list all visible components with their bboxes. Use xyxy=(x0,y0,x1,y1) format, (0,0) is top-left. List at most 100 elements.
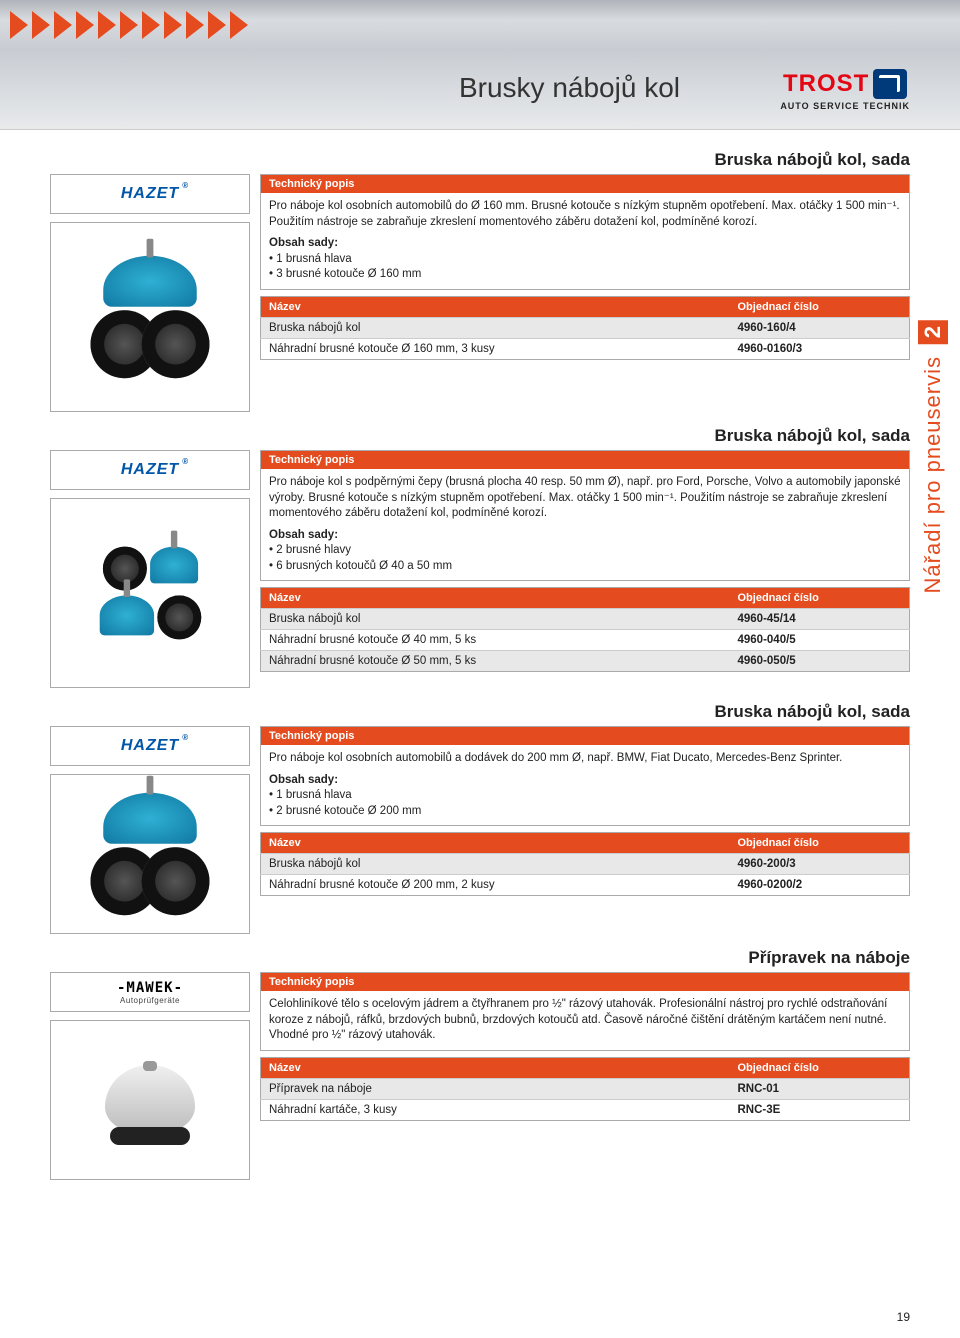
cell-name: Bruska nábojů kol xyxy=(261,317,730,338)
cell-name: Náhradní brusné kotouče Ø 200 mm, 2 kusy xyxy=(261,875,730,896)
col-name: Název xyxy=(261,833,730,854)
logo-mark-icon xyxy=(873,69,907,99)
table-row: Náhradní kartáče, 3 kusyRNC-3E xyxy=(261,1099,910,1120)
product-image xyxy=(50,498,250,688)
contents-label: Obsah sady: xyxy=(269,773,901,789)
hazet-logo: HAZET xyxy=(121,185,179,203)
product-image xyxy=(50,222,250,412)
section-title: Bruska nábojů kol, sada xyxy=(50,426,910,446)
product-block: HAZET Technický popis Pro náboje kol oso… xyxy=(50,726,910,934)
table-row: Přípravek na nábojeRNC-01 xyxy=(261,1078,910,1099)
cell-code: RNC-01 xyxy=(730,1078,910,1099)
cell-code: 4960-050/5 xyxy=(730,651,910,672)
cell-code: 4960-45/14 xyxy=(730,609,910,630)
bullet-item: 1 brusná hlava xyxy=(269,788,901,804)
contents-label: Obsah sady: xyxy=(269,236,901,252)
disc-icon xyxy=(157,595,201,639)
cell-code: 4960-0160/3 xyxy=(730,338,910,359)
chevron-icon xyxy=(98,11,116,39)
chevron-icon xyxy=(164,11,182,39)
page-title: Brusky nábojů kol xyxy=(459,72,680,104)
cell-name: Náhradní brusné kotouče Ø 40 mm, 5 ks xyxy=(261,630,730,651)
desc-heading: Technický popis xyxy=(261,451,909,469)
hazet-logo: HAZET xyxy=(121,461,179,479)
chevron-icon xyxy=(186,11,204,39)
col-name: Název xyxy=(261,588,730,609)
table-row: Náhradní brusné kotouče Ø 50 mm, 5 ks496… xyxy=(261,651,910,672)
page-number: 19 xyxy=(897,1310,910,1324)
cell-name: Náhradní brusné kotouče Ø 160 mm, 3 kusy xyxy=(261,338,730,359)
order-table: Název Objednací číslo Bruska nábojů kol4… xyxy=(260,587,910,672)
cell-code: 4960-160/4 xyxy=(730,317,910,338)
brand-logo-box: HAZET xyxy=(50,174,250,214)
desc-heading: Technický popis xyxy=(261,973,909,991)
disc-icon xyxy=(142,310,210,378)
grinder-icon xyxy=(99,595,153,635)
bullet-item: 1 brusná hlava xyxy=(269,252,901,268)
chevron-icon xyxy=(120,11,138,39)
bullet-item: 6 brusných kotoučů Ø 40 a 50 mm xyxy=(269,559,901,575)
cell-name: Náhradní kartáče, 3 kusy xyxy=(261,1099,730,1120)
contents-label: Obsah sady: xyxy=(269,528,901,544)
chevron-icon xyxy=(142,11,160,39)
disc-icon xyxy=(142,847,210,915)
bullet-item: 2 brusné kotouče Ø 200 mm xyxy=(269,804,901,820)
chevron-icon xyxy=(54,11,72,39)
desc-text: Celohliníkové tělo s ocelovým jádrem a č… xyxy=(269,997,901,1044)
section-title: Přípravek na náboje xyxy=(50,948,910,968)
cell-code: 4960-200/3 xyxy=(730,854,910,875)
product-block: HAZET Technický popis xyxy=(50,450,910,688)
desc-text: Pro náboje kol s podpěrnými čepy (brusná… xyxy=(269,475,901,522)
table-row: Náhradní brusné kotouče Ø 200 mm, 2 kusy… xyxy=(261,875,910,896)
description-box: Technický popis Pro náboje kol osobních … xyxy=(260,174,910,290)
product-image xyxy=(50,1020,250,1180)
order-table: Název Objednací číslo Přípravek na náboj… xyxy=(260,1057,910,1121)
trost-logo: TROST AUTO SERVICE TECHNIK xyxy=(780,69,910,111)
desc-text: Pro náboje kol osobních automobilů do Ø … xyxy=(269,199,901,230)
table-row: Bruska nábojů kol4960-200/3 xyxy=(261,854,910,875)
order-table: Název Objednací číslo Bruska nábojů kol4… xyxy=(260,832,910,896)
cell-name: Přípravek na náboje xyxy=(261,1078,730,1099)
chevron-icon xyxy=(32,11,50,39)
col-order: Objednací číslo xyxy=(730,1057,910,1078)
product-image xyxy=(50,774,250,934)
table-row: Bruska nábojů kol4960-45/14 xyxy=(261,609,910,630)
chevron-icon xyxy=(230,11,248,39)
cell-name: Náhradní brusné kotouče Ø 50 mm, 5 ks xyxy=(261,651,730,672)
col-order: Objednací číslo xyxy=(730,588,910,609)
product-block: HAZET Technický popis Pro náboje kol oso… xyxy=(50,174,910,412)
cell-name: Bruska nábojů kol xyxy=(261,609,730,630)
cell-code: 4960-0200/2 xyxy=(730,875,910,896)
brand-logo-box: HAZET xyxy=(50,726,250,766)
section-title: Bruska nábojů kol, sada xyxy=(50,150,910,170)
logo-text: TROST xyxy=(783,70,869,98)
col-name: Název xyxy=(261,1057,730,1078)
description-box: Technický popis Pro náboje kol s podpěrn… xyxy=(260,450,910,581)
grinder-icon xyxy=(150,547,198,584)
desc-heading: Technický popis xyxy=(261,175,909,193)
grinder-icon xyxy=(103,793,197,844)
description-box: Technický popis Pro náboje kol osobních … xyxy=(260,726,910,826)
page-header: Brusky nábojů kol TROST AUTO SERVICE TEC… xyxy=(0,50,960,130)
chevron-icon xyxy=(76,11,94,39)
hazet-logo: HAZET xyxy=(121,737,179,755)
desc-heading: Technický popis xyxy=(261,727,909,745)
section-title: Bruska nábojů kol, sada xyxy=(50,702,910,722)
table-row: Náhradní brusné kotouče Ø 40 mm, 5 ks496… xyxy=(261,630,910,651)
chevron-icon xyxy=(10,11,28,39)
logo-subtitle: AUTO SERVICE TECHNIK xyxy=(780,101,910,111)
chevron-icon xyxy=(208,11,226,39)
cell-code: RNC-3E xyxy=(730,1099,910,1120)
col-order: Objednací číslo xyxy=(730,296,910,317)
brand-logo-box: HAZET xyxy=(50,450,250,490)
top-chevron-banner xyxy=(0,0,960,50)
cone-tool-icon xyxy=(105,1065,195,1135)
description-box: Technický popis Celohliníkové tělo s oce… xyxy=(260,972,910,1051)
bullet-item: 3 brusné kotouče Ø 160 mm xyxy=(269,267,901,283)
table-row: Bruska nábojů kol4960-160/4 xyxy=(261,317,910,338)
cell-code: 4960-040/5 xyxy=(730,630,910,651)
col-order: Objednací číslo xyxy=(730,833,910,854)
order-table: Název Objednací číslo Bruska nábojů kol4… xyxy=(260,296,910,360)
mawek-logo: -MAWEK- xyxy=(117,980,183,996)
grinder-icon xyxy=(103,256,197,307)
